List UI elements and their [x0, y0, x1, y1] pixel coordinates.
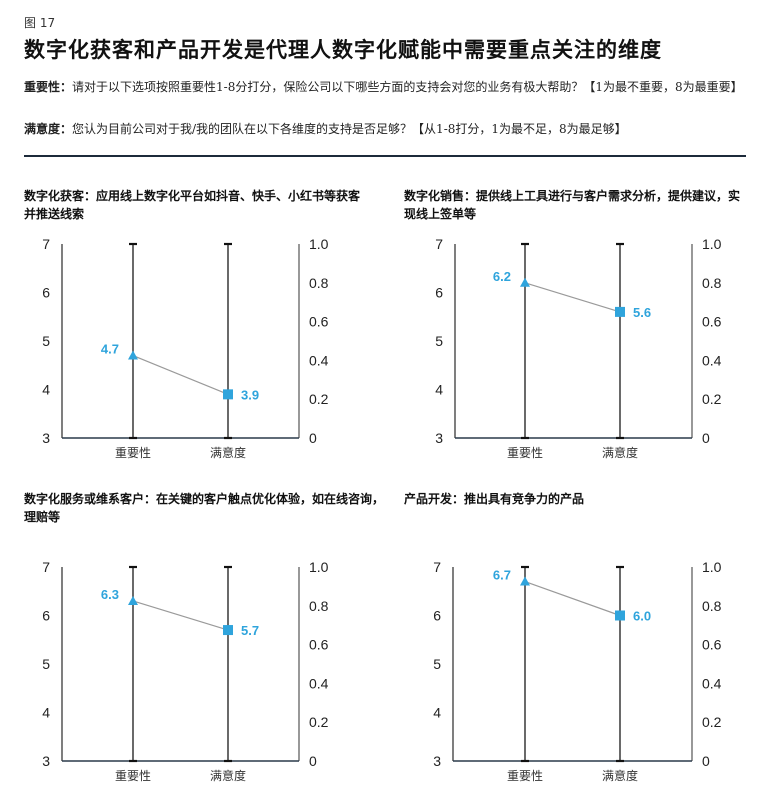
y-tick-label: 7 — [42, 236, 50, 252]
y2-tick-label: 0.8 — [702, 598, 722, 614]
category-label: 满意度 — [210, 768, 246, 783]
triangle-marker-icon — [128, 595, 138, 605]
value-label-satisfaction: 5.7 — [241, 623, 259, 638]
y2-tick-label: 0.6 — [702, 314, 722, 330]
satisfaction-note-text: 您认为目前公司对于我/我的团队在以下各维度的支持是否足够？【从1-8打分，1为最… — [72, 122, 627, 136]
figure-label: 图 17 — [24, 16, 56, 30]
square-marker-icon — [615, 306, 625, 317]
value-label-satisfaction: 5.6 — [633, 305, 651, 320]
connector-line — [132, 600, 229, 631]
y-tick-label: 7 — [435, 236, 443, 252]
y2-tick-label: 0.4 — [702, 352, 722, 368]
importance-note-text: 请对于以下选项按照重要性1-8分打分，保险公司以下哪些方面的支持会对您的业务有极… — [72, 80, 743, 94]
y-tick-label: 3 — [42, 430, 50, 446]
category-label: 重要性 — [115, 446, 151, 460]
importance-note-label: 重要性： — [24, 80, 73, 94]
y2-tick-label: 0.6 — [309, 637, 329, 653]
square-marker-icon — [615, 610, 625, 621]
chart-digital-acquisition: 3 4 5 6 7 0 0.2 0.4 0.6 0.8 1.0 重要性 满意度 4.7 3.9 — [42, 236, 328, 460]
y2-tick-label: 1.0 — [702, 559, 722, 575]
triangle-marker-icon — [128, 350, 138, 360]
y2-tick-label: 1.0 — [702, 236, 722, 252]
connector-line — [524, 282, 621, 313]
y-tick-label: 6 — [42, 285, 50, 301]
y2-tick-label: 1.0 — [309, 236, 329, 252]
y-tick-label: 5 — [42, 656, 50, 672]
y2-tick-label: 0 — [702, 753, 710, 769]
y-tick-label: 4 — [435, 382, 443, 398]
value-label-importance: 6.2 — [493, 269, 511, 284]
value-label-importance: 4.7 — [101, 342, 119, 357]
y2-tick-label: 0.4 — [702, 675, 722, 691]
triangle-marker-icon — [520, 576, 530, 586]
y2-tick-label: 0.6 — [702, 637, 722, 653]
y-tick-label: 6 — [435, 285, 443, 301]
category-label: 满意度 — [602, 445, 638, 460]
y2-tick-label: 0.8 — [309, 598, 329, 614]
chart-1-title: 数字化获客：应用线上数字化平台如抖音、快手、小红书等获客并推送线索 — [24, 189, 361, 221]
y2-tick-label: 0.8 — [309, 275, 329, 291]
y-tick-label: 3 — [433, 753, 441, 769]
y-tick-label: 6 — [42, 608, 50, 624]
category-label: 重要性 — [507, 446, 543, 460]
value-label-satisfaction: 3.9 — [241, 387, 259, 402]
category-label: 满意度 — [602, 768, 638, 783]
y-tick-label: 5 — [435, 333, 443, 349]
value-label-importance: 6.7 — [493, 568, 511, 583]
square-marker-icon — [223, 625, 233, 636]
y2-tick-label: 0 — [309, 430, 317, 446]
y2-tick-label: 0 — [309, 753, 317, 769]
category-label: 重要性 — [115, 769, 151, 783]
y-tick-label: 5 — [42, 333, 50, 349]
chart-digital-sales: 3 4 5 6 7 0 0.2 0.4 0.6 0.8 1.0 重要性 满意度 6.2 5.6 — [435, 236, 721, 460]
y-tick-label: 5 — [433, 656, 441, 672]
y2-tick-label: 0.2 — [702, 714, 722, 730]
y-tick-label: 3 — [42, 753, 50, 769]
y-tick-label: 7 — [42, 559, 50, 575]
y-tick-label: 4 — [42, 705, 50, 721]
connector-line — [132, 354, 229, 395]
chart-4-title: 产品开发：推出具有竞争力的产品 — [404, 492, 585, 506]
y2-tick-label: 1.0 — [309, 559, 329, 575]
y2-tick-label: 0.4 — [309, 675, 329, 691]
header-divider — [24, 155, 746, 157]
category-label: 满意度 — [210, 445, 246, 460]
y2-tick-label: 0.6 — [309, 314, 329, 330]
figure-title: 数字化获客和产品开发是代理人数字化赋能中需要重点关注的维度 — [24, 37, 662, 62]
triangle-marker-icon — [520, 277, 530, 287]
y-tick-label: 4 — [42, 382, 50, 398]
importance-note: 重要性：请对于以下选项按照重要性1-8分打分，保险公司以下哪些方面的支持会对您的… — [24, 78, 746, 97]
value-label-importance: 6.3 — [101, 587, 119, 602]
y2-tick-label: 0.2 — [309, 391, 329, 407]
chart-3-title: 数字化服务或维系客户：在关键的客户触点优化体验，如在线咨询，理赔等 — [24, 492, 385, 524]
chart-2-title: 数字化销售：提供线上工具进行与客户需求分析，提供建议，实现线上签单等 — [404, 189, 741, 221]
y2-tick-label: 0.4 — [309, 352, 329, 368]
chart-product-development: 3 4 5 6 7 0 0.2 0.4 0.6 0.8 1.0 重要性 满意度 6.7 6.0 — [433, 559, 721, 783]
connector-line — [524, 580, 621, 617]
satisfaction-note: 满意度：您认为目前公司对于我/我的团队在以下各维度的支持是否足够？【从1-8打分… — [24, 120, 746, 139]
y-tick-label: 3 — [435, 430, 443, 446]
y2-tick-label: 0.2 — [309, 714, 329, 730]
y-tick-label: 4 — [433, 705, 441, 721]
y-tick-label: 7 — [433, 559, 441, 575]
y-tick-label: 6 — [433, 608, 441, 624]
category-label: 重要性 — [507, 769, 543, 783]
value-label-satisfaction: 6.0 — [633, 609, 651, 624]
y2-tick-label: 0 — [702, 430, 710, 446]
chart-digital-service: 3 4 5 6 7 0 0.2 0.4 0.6 0.8 1.0 重要性 满意度 6.3 5.7 — [42, 559, 328, 783]
y2-tick-label: 0.8 — [702, 275, 722, 291]
square-marker-icon — [223, 389, 233, 400]
y2-tick-label: 0.2 — [702, 391, 722, 407]
satisfaction-note-label: 满意度： — [24, 122, 73, 136]
